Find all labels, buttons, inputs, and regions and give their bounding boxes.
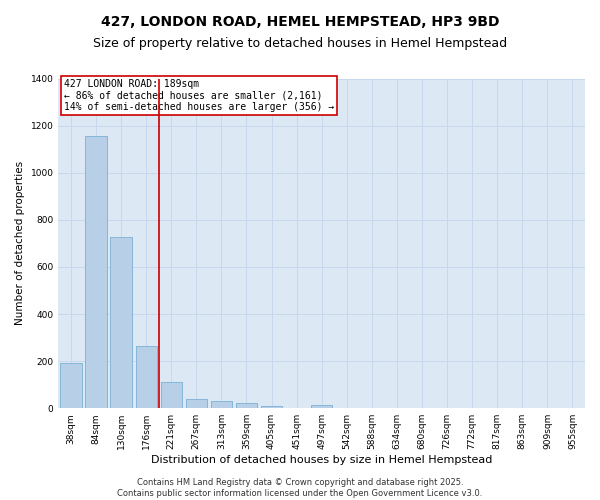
Text: 427 LONDON ROAD: 189sqm
← 86% of detached houses are smaller (2,161)
14% of semi: 427 LONDON ROAD: 189sqm ← 86% of detache… bbox=[64, 78, 334, 112]
Bar bbox=[236, 403, 257, 408]
Bar bbox=[60, 364, 82, 408]
Bar bbox=[110, 238, 132, 408]
Bar bbox=[211, 401, 232, 408]
Text: 427, LONDON ROAD, HEMEL HEMPSTEAD, HP3 9BD: 427, LONDON ROAD, HEMEL HEMPSTEAD, HP3 9… bbox=[101, 15, 499, 29]
Bar bbox=[311, 406, 332, 408]
Bar bbox=[185, 400, 207, 408]
Y-axis label: Number of detached properties: Number of detached properties bbox=[15, 162, 25, 326]
Text: Contains HM Land Registry data © Crown copyright and database right 2025.
Contai: Contains HM Land Registry data © Crown c… bbox=[118, 478, 482, 498]
Bar bbox=[161, 382, 182, 408]
Bar bbox=[85, 136, 107, 408]
X-axis label: Distribution of detached houses by size in Hemel Hempstead: Distribution of detached houses by size … bbox=[151, 455, 493, 465]
Bar bbox=[136, 346, 157, 408]
Bar bbox=[261, 406, 282, 408]
Text: Size of property relative to detached houses in Hemel Hempstead: Size of property relative to detached ho… bbox=[93, 38, 507, 51]
